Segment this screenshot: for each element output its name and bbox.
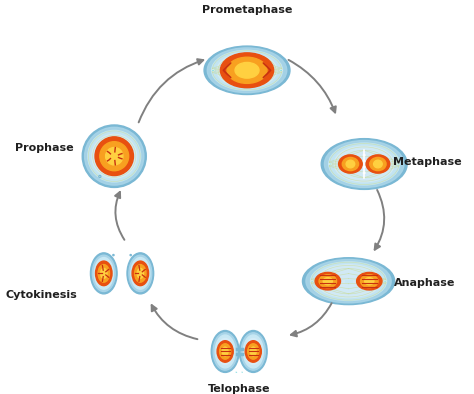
Text: Telophase: Telophase — [208, 384, 271, 394]
Ellipse shape — [219, 344, 231, 359]
Ellipse shape — [217, 53, 277, 87]
Text: Prometaphase: Prometaphase — [202, 5, 292, 15]
Text: Cytokinesis: Cytokinesis — [5, 290, 77, 300]
Ellipse shape — [222, 347, 228, 356]
Ellipse shape — [98, 265, 109, 282]
Ellipse shape — [137, 268, 144, 278]
Ellipse shape — [88, 130, 141, 182]
Ellipse shape — [302, 258, 395, 305]
Text: Prophase: Prophase — [15, 143, 73, 153]
Ellipse shape — [129, 255, 152, 292]
Ellipse shape — [94, 258, 113, 289]
Ellipse shape — [241, 372, 243, 373]
Ellipse shape — [323, 278, 332, 285]
Ellipse shape — [397, 163, 400, 165]
Ellipse shape — [366, 155, 390, 173]
Text: Metaphase: Metaphase — [393, 157, 462, 167]
FancyArrowPatch shape — [374, 190, 384, 250]
Ellipse shape — [245, 341, 261, 362]
Ellipse shape — [324, 141, 404, 188]
Ellipse shape — [236, 372, 237, 373]
Ellipse shape — [132, 261, 148, 286]
Ellipse shape — [95, 137, 134, 176]
Ellipse shape — [243, 335, 263, 368]
Ellipse shape — [85, 127, 144, 185]
Ellipse shape — [384, 281, 386, 282]
Ellipse shape — [248, 344, 259, 359]
Ellipse shape — [227, 57, 267, 84]
Ellipse shape — [91, 253, 117, 294]
Ellipse shape — [133, 260, 148, 286]
FancyArrowPatch shape — [152, 305, 198, 339]
Ellipse shape — [363, 154, 365, 156]
Ellipse shape — [131, 258, 150, 289]
Ellipse shape — [329, 163, 331, 165]
Ellipse shape — [250, 347, 256, 356]
Ellipse shape — [329, 143, 400, 185]
Ellipse shape — [106, 147, 123, 165]
Ellipse shape — [213, 333, 237, 370]
Ellipse shape — [310, 262, 387, 301]
FancyArrowPatch shape — [115, 192, 124, 240]
Ellipse shape — [311, 281, 313, 282]
Ellipse shape — [235, 62, 259, 78]
Ellipse shape — [204, 46, 290, 95]
Ellipse shape — [217, 338, 233, 364]
Ellipse shape — [280, 69, 282, 71]
Ellipse shape — [370, 158, 386, 171]
Ellipse shape — [220, 53, 273, 88]
Ellipse shape — [212, 69, 214, 71]
Ellipse shape — [319, 275, 337, 288]
Ellipse shape — [363, 160, 365, 162]
Text: Anaphase: Anaphase — [393, 278, 455, 288]
Ellipse shape — [306, 260, 391, 303]
Ellipse shape — [334, 146, 394, 182]
Ellipse shape — [217, 341, 233, 362]
Ellipse shape — [374, 160, 382, 168]
FancyArrowPatch shape — [289, 60, 336, 113]
Ellipse shape — [92, 134, 137, 178]
Ellipse shape — [211, 331, 239, 372]
FancyArrowPatch shape — [291, 303, 332, 336]
Ellipse shape — [365, 278, 374, 285]
FancyArrowPatch shape — [139, 59, 203, 123]
Ellipse shape — [239, 331, 267, 372]
Ellipse shape — [127, 253, 154, 294]
Ellipse shape — [211, 50, 283, 90]
Ellipse shape — [82, 125, 146, 188]
Ellipse shape — [96, 261, 112, 286]
Ellipse shape — [316, 265, 381, 297]
Ellipse shape — [215, 335, 235, 368]
Ellipse shape — [96, 260, 111, 286]
Ellipse shape — [356, 272, 382, 290]
Ellipse shape — [207, 48, 287, 93]
Ellipse shape — [338, 155, 362, 173]
Ellipse shape — [315, 272, 340, 290]
Ellipse shape — [342, 158, 359, 171]
Ellipse shape — [321, 139, 407, 190]
Ellipse shape — [135, 265, 146, 282]
Ellipse shape — [346, 160, 355, 168]
Ellipse shape — [100, 268, 107, 278]
Ellipse shape — [361, 275, 378, 288]
Ellipse shape — [100, 142, 128, 171]
Ellipse shape — [92, 255, 115, 292]
Ellipse shape — [245, 338, 261, 364]
Ellipse shape — [241, 333, 265, 370]
